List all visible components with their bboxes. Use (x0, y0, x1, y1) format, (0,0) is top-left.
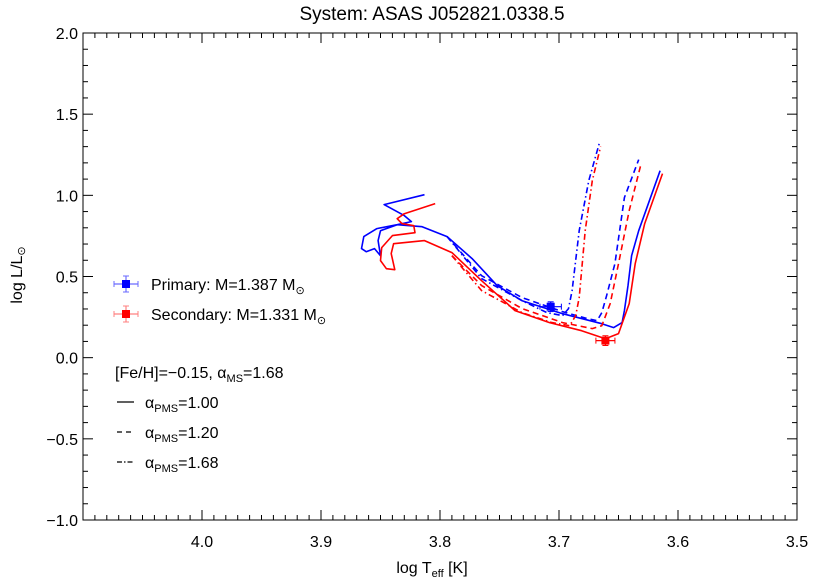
x-tick-label: 4.0 (191, 534, 213, 551)
point-marker (546, 302, 555, 311)
chart-title: System: ASAS J052821.0338.5 (299, 4, 564, 25)
primary-data-point (539, 301, 562, 313)
track-secondary-solid (379, 173, 664, 340)
y-tick-label: 0.5 (56, 270, 78, 287)
y-tick-label: −0.5 (46, 432, 78, 449)
track-primary-solid (360, 170, 661, 329)
x-tick-label: 3.7 (548, 534, 570, 551)
y-axis-label: log L/L⊙ (9, 246, 28, 303)
y-tick-label: −1.0 (46, 513, 78, 530)
legend-primary-label: Primary: M=1.387 M⊙ (151, 277, 305, 297)
x-tick-label: 3.5 (786, 534, 808, 551)
y-tick-label: 2.0 (56, 26, 78, 43)
legend: Primary: M=1.387 M⊙ Secondary: M=1.331 M… (113, 275, 326, 475)
legend-metallicity: [Fe/H]=−0.15, αMS=1.68 (115, 365, 284, 385)
legend-secondary-label: Secondary: M=1.331 M⊙ (151, 307, 326, 327)
x-tick-label: 3.8 (429, 534, 451, 551)
track-secondary-dashdot (451, 146, 602, 327)
y-tick-label: 1.5 (56, 107, 78, 124)
legend-primary-marker (113, 275, 139, 293)
point-marker (122, 280, 130, 288)
axis-ticks: 4.0 3.9 3.8 3.7 3.6 3.5 −1.0 −0.5 0.0 0.5 1.0 1.5 2.… (46, 26, 808, 551)
x-axis-label: log Teff [K] (396, 560, 467, 580)
point-marker (122, 310, 130, 318)
legend-style-dashed: αPMS=1.20 (145, 425, 219, 445)
x-tick-label: 3.6 (667, 534, 689, 551)
secondary-data-point (595, 335, 616, 346)
plot-frame (82, 32, 798, 521)
legend-style-dashdot: αPMS=1.68 (145, 455, 219, 475)
point-marker (601, 336, 610, 345)
track-primary-dashed (446, 159, 640, 322)
tracks (360, 142, 664, 340)
legend-secondary-marker (113, 305, 139, 323)
track-secondary-dashed (451, 163, 642, 330)
y-tick-label: 0.0 (56, 351, 78, 368)
legend-style-solid: αPMS=1.00 (145, 395, 219, 415)
x-tick-label: 3.9 (310, 534, 332, 551)
track-primary-dashdot (446, 142, 601, 317)
y-tick-label: 1.0 (56, 188, 78, 205)
data-points (539, 301, 616, 346)
